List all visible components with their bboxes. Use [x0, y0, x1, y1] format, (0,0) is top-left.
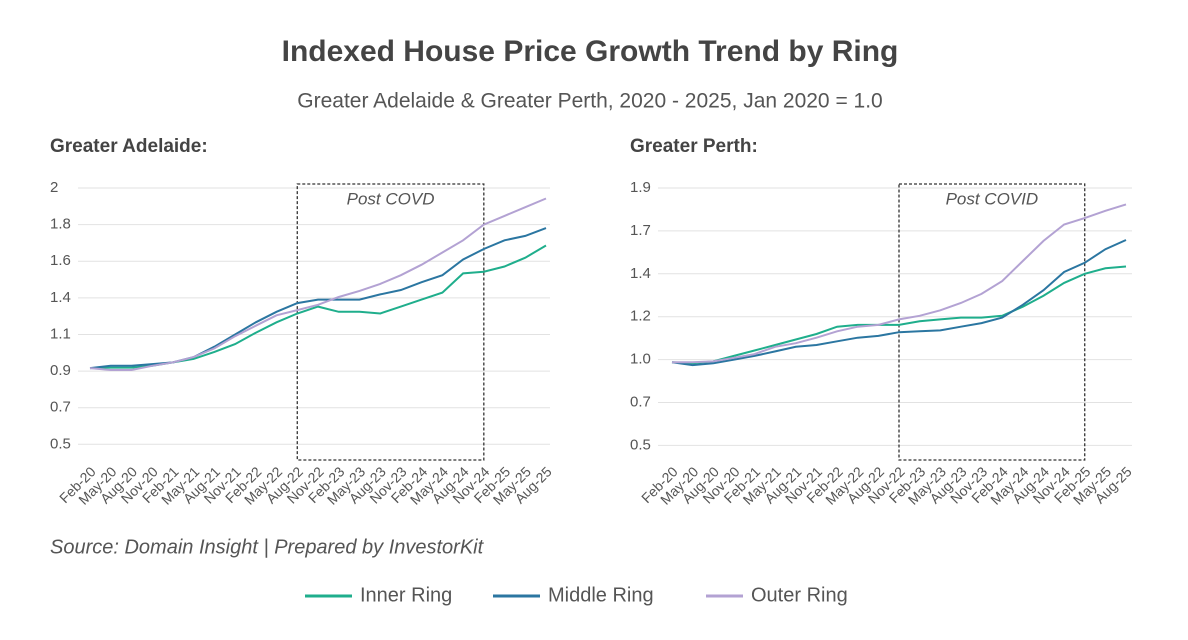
annotation-text: Post COVID	[946, 189, 1039, 208]
y-tick-label: 1.6	[50, 252, 71, 269]
y-tick-label: 1.4	[50, 289, 71, 306]
legend-label: Outer Ring	[751, 584, 848, 606]
y-tick-label: 1.8	[50, 216, 71, 233]
source-note: Source: Domain Insight | Prepared by Inv…	[50, 536, 485, 558]
y-tick-label: 0.9	[50, 362, 71, 379]
y-tick-label: 2	[50, 179, 58, 196]
chart-title: Indexed House Price Growth Trend by Ring	[282, 35, 899, 68]
series-line	[89, 244, 547, 370]
chart-subtitle: Greater Adelaide & Greater Perth, 2020 -…	[297, 90, 882, 113]
panel-title: Greater Perth:	[630, 136, 758, 157]
series-line	[671, 239, 1127, 367]
panel-title: Greater Adelaide:	[50, 136, 208, 157]
y-tick-label: 0.5	[50, 435, 71, 452]
series-line	[89, 197, 547, 371]
y-tick-label: 0.7	[50, 399, 71, 416]
y-tick-label: 1.0	[630, 351, 651, 368]
annotation-box	[296, 183, 485, 461]
y-tick-label: 1.4	[630, 265, 651, 282]
series-line	[672, 203, 1127, 364]
legend-label: Middle Ring	[548, 584, 654, 606]
y-tick-label: 1.7	[630, 222, 651, 239]
y-tick-label: 1.2	[630, 308, 651, 325]
y-tick-label: 1.1	[50, 325, 71, 342]
annotation-box	[898, 183, 1086, 461]
y-tick-label: 0.7	[630, 393, 651, 410]
annotation-text: Post COVD	[347, 189, 435, 208]
series-line	[671, 265, 1127, 365]
y-tick-label: 0.5	[630, 436, 651, 453]
y-tick-label: 1.9	[630, 179, 651, 196]
legend-label: Inner Ring	[360, 584, 452, 606]
